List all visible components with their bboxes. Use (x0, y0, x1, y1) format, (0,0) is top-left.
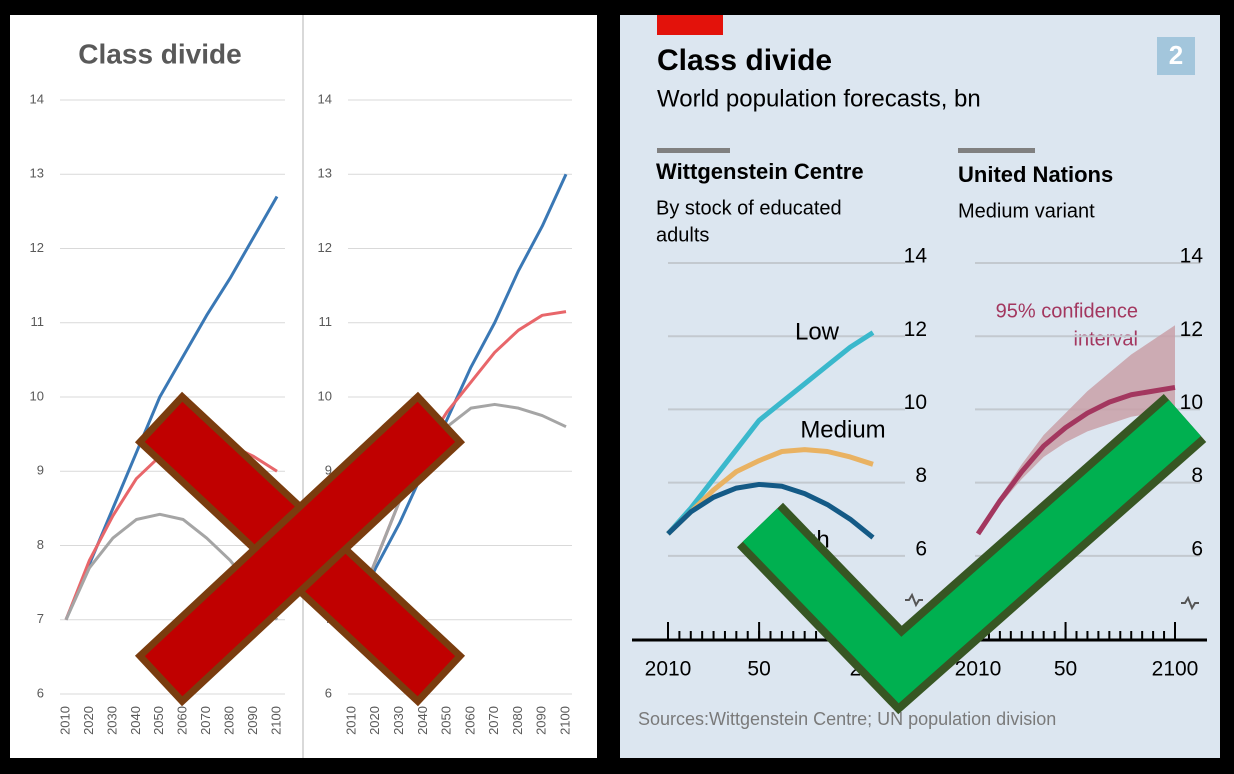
y-tick-label: 10 (318, 388, 332, 403)
y-tick-label: 8 (37, 537, 44, 552)
x-tick-label: 50 (747, 658, 770, 681)
x-tick-label: 2050 (439, 706, 454, 735)
line (666, 330, 875, 536)
y-tick-label: 14 (30, 91, 44, 106)
y-tick-label: 6 (1191, 537, 1203, 560)
y-tick-label: 12 (318, 240, 332, 255)
line (666, 447, 874, 536)
line (350, 402, 567, 621)
y-tick-label: 13 (30, 166, 44, 181)
panel-bar (657, 148, 730, 153)
x-tick-label: 2040 (415, 706, 430, 735)
band-label: interval (1074, 328, 1138, 350)
panel-title: United Nations (958, 162, 1113, 187)
y-tick-label: 11 (319, 314, 333, 329)
x-tick-label: 2090 (245, 706, 260, 735)
line (975, 384, 1176, 536)
panel-subtitle: Medium variant (958, 200, 1095, 222)
x-tick-label: 2100 (557, 706, 572, 735)
source: Sources:Wittgenstein Centre; UN populati… (638, 709, 1056, 729)
x-tick-label: 2080 (510, 706, 525, 735)
chart-title: Class divide (78, 38, 241, 69)
y-tick-label: 10 (1180, 391, 1203, 414)
y-tick-label: 9 (37, 463, 44, 478)
series-label: Medium (800, 416, 885, 443)
x-tick-label: 2070 (486, 706, 501, 735)
x-tick-label: 2060 (462, 706, 477, 735)
axis-break (905, 592, 923, 608)
red-tag (657, 15, 723, 35)
x-tick-label: 2030 (104, 706, 119, 735)
line (666, 481, 875, 540)
x-tick-label: 2060 (175, 706, 190, 735)
y-tick-label: 6 (325, 685, 332, 700)
x-tick-label: 2010 (57, 706, 72, 735)
series-label: Low (795, 318, 840, 345)
line (350, 173, 568, 621)
panel-title: Wittgenstein Centre (656, 159, 864, 184)
y-tick-label: 6 (915, 537, 927, 560)
overlay (134, 391, 1207, 715)
y-tick-label: 13 (318, 166, 332, 181)
y-tick-label: 6 (37, 685, 44, 700)
panel-subtitle: adults (656, 224, 709, 246)
band-label: 95% confidence (996, 300, 1138, 322)
badge: 2 (1169, 40, 1183, 70)
y-tick-label: 10 (904, 391, 927, 414)
y-tick-label: 8 (1191, 464, 1203, 487)
y-tick-label: 14 (904, 245, 928, 268)
x-tick-label: 2030 (391, 706, 406, 735)
badge-box (1157, 37, 1195, 75)
x-tick-label: 2040 (128, 706, 143, 735)
chart-title: Class divide (657, 44, 832, 77)
y-tick-label: 11 (31, 314, 45, 329)
x-tick-label: 2090 (534, 706, 549, 735)
y-tick-label: 9 (325, 463, 332, 478)
x-tick-label: 2010 (955, 658, 1002, 681)
y-tick-label: 7 (37, 611, 44, 626)
y-tick-label: 10 (30, 388, 44, 403)
check (742, 400, 1201, 704)
axis-break (1181, 595, 1199, 611)
y-tick-label: 14 (1180, 245, 1204, 268)
x-tick-label: 2080 (222, 706, 237, 735)
x-tick-label: 50 (1054, 658, 1077, 681)
y-tick-label: 14 (318, 91, 332, 106)
confidence-band (978, 325, 1175, 534)
panel-subtitle: By stock of educated (656, 197, 842, 219)
x-tick-label: 2010 (343, 706, 358, 735)
x-tick-label: 2020 (81, 706, 96, 735)
chart-subtitle: World population forecasts, bn (657, 85, 981, 112)
y-tick-label: 12 (1180, 318, 1203, 341)
x-tick-label: 2100 (268, 706, 283, 735)
x-tick-label: 2050 (151, 706, 166, 735)
x-tick-label: 2010 (645, 658, 692, 681)
cross-bar (134, 391, 466, 707)
x-tick-label: 2070 (198, 706, 213, 735)
x-tick-label: 2100 (1152, 658, 1199, 681)
x-tick-label: 2020 (367, 706, 382, 735)
y-tick-label: 12 (30, 240, 44, 255)
y-tick-label: 12 (904, 318, 927, 341)
panel-bar (958, 148, 1035, 153)
y-tick-label: 8 (915, 464, 927, 487)
